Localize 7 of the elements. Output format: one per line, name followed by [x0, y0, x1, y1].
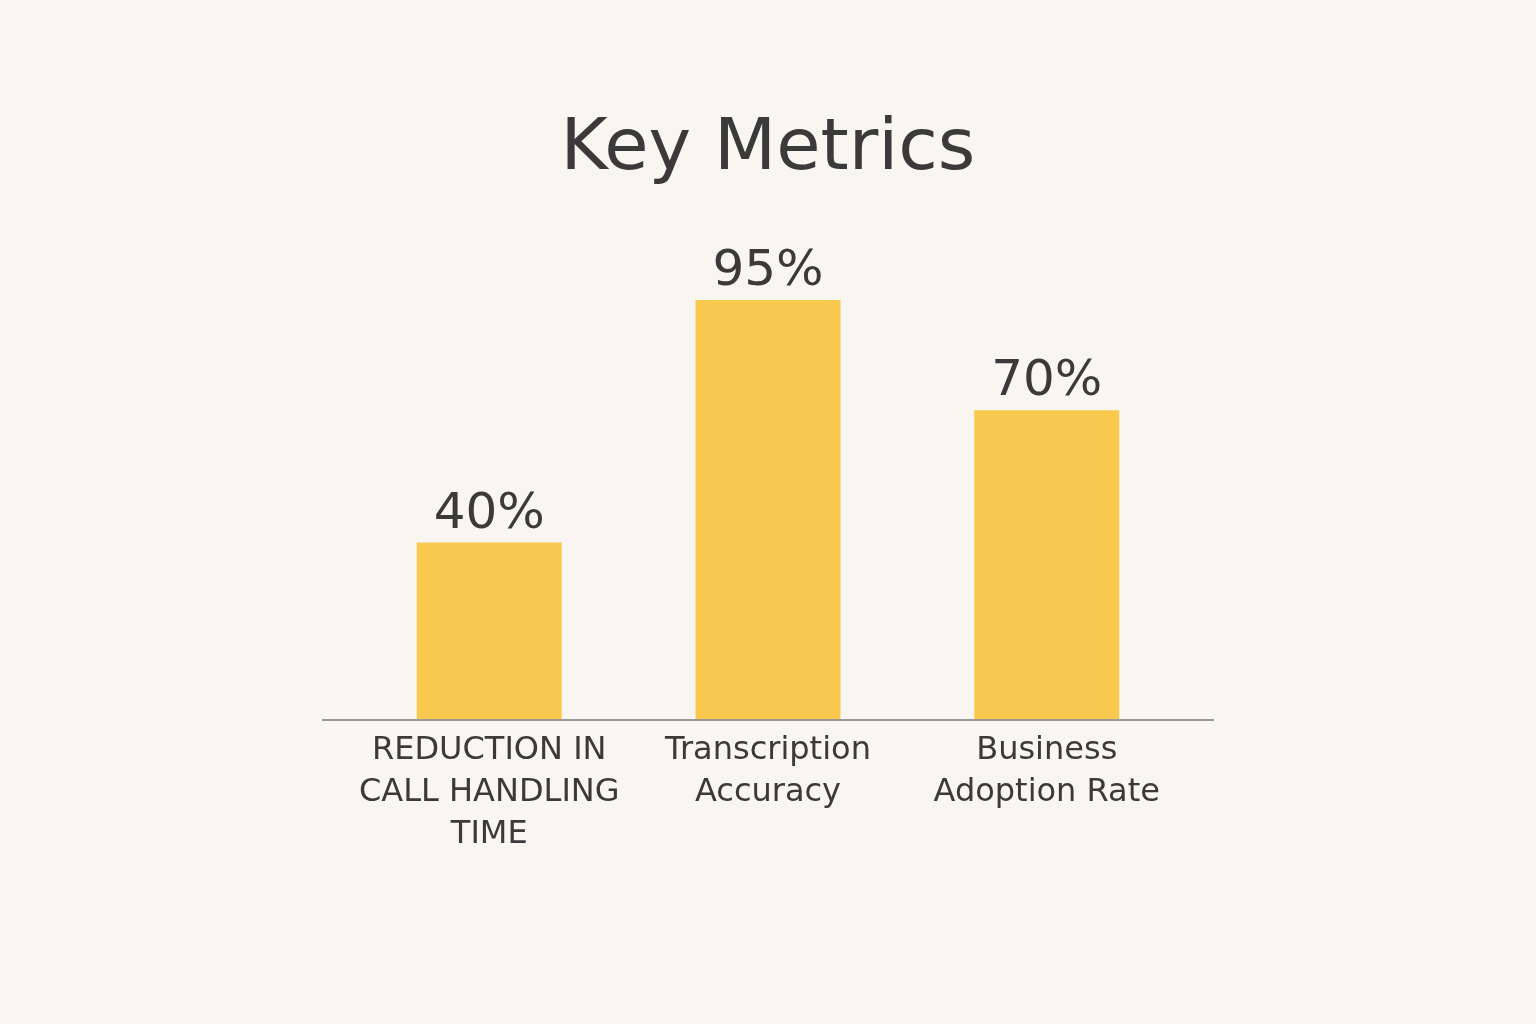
data-label: 95%	[712, 239, 824, 297]
data-label: 40%	[433, 481, 545, 540]
x-tick-label: REDUCTION IN CALL HANDLING TIME	[358, 729, 620, 851]
chart-title: Key Metrics	[560, 101, 976, 186]
x-tick-label: Transcription Accuracy	[664, 729, 871, 809]
data-label: 70%	[991, 349, 1103, 408]
x-tick-label: Business Adoption Rate	[933, 729, 1160, 809]
